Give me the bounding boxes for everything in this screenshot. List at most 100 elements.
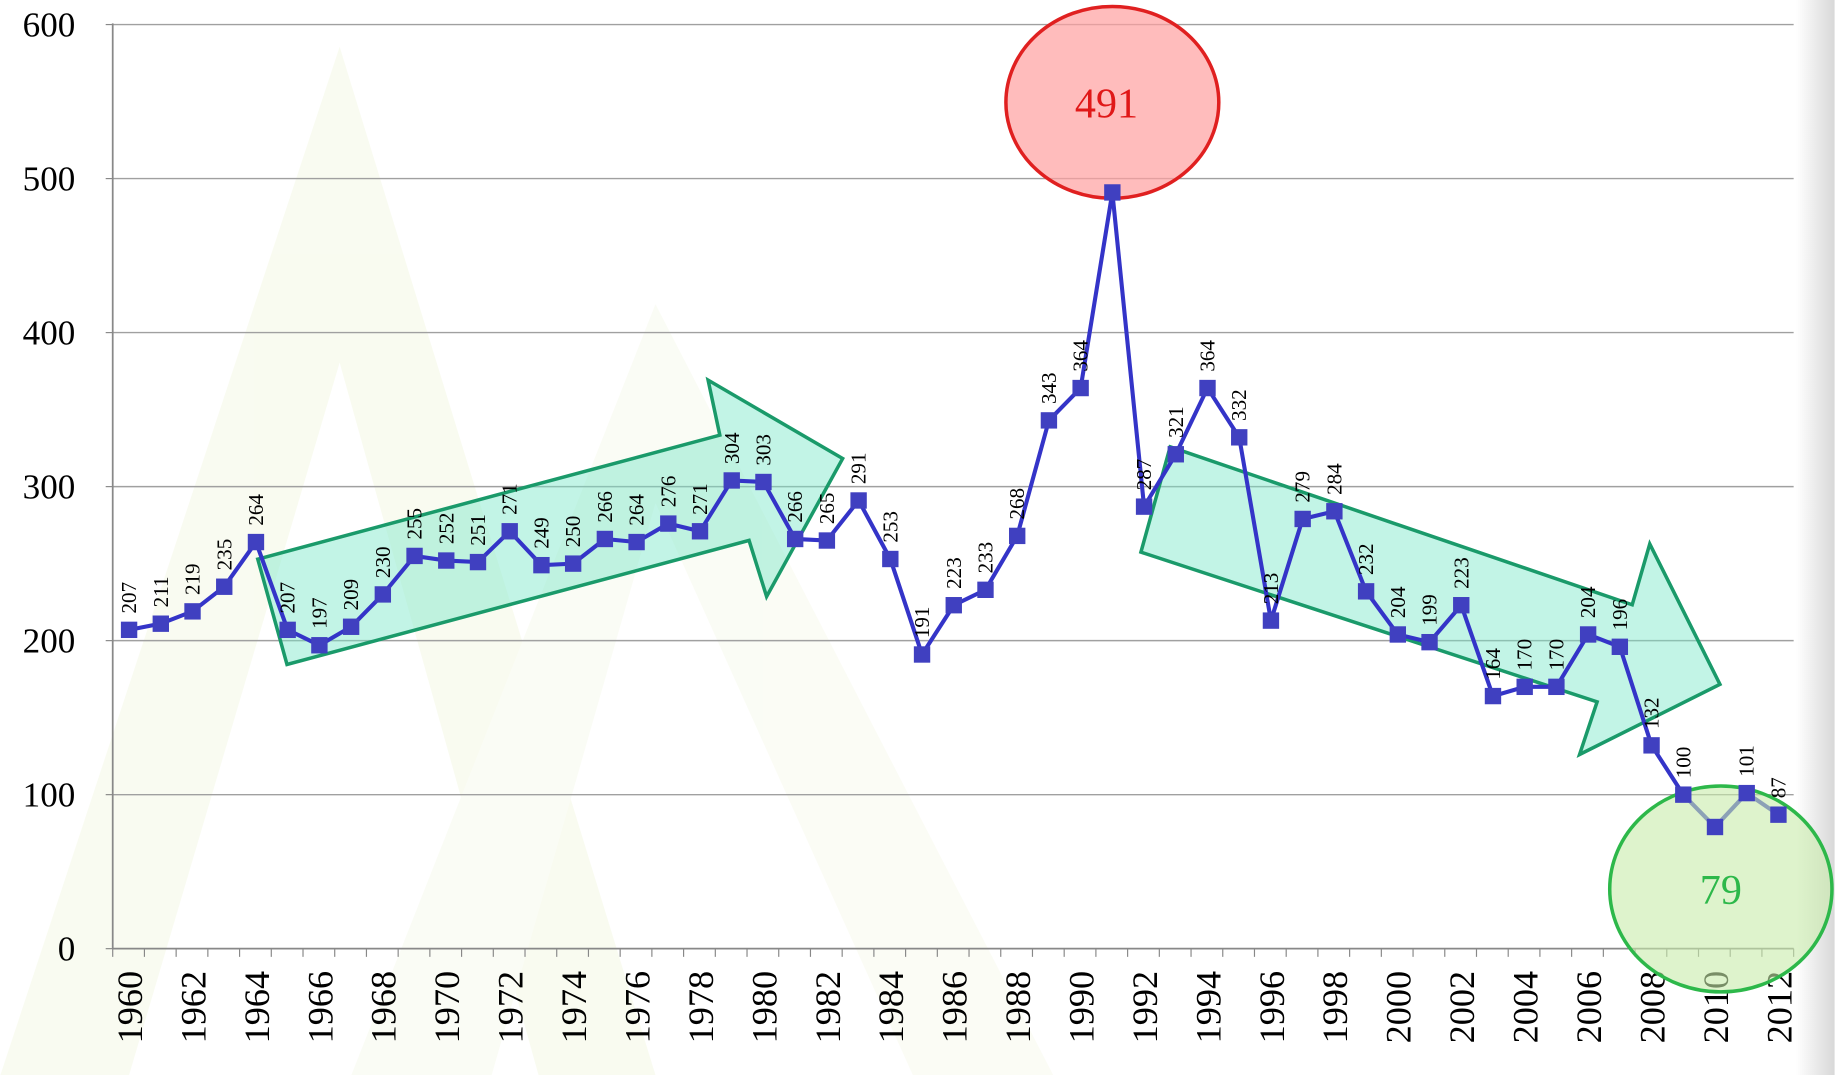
x-tick-label: 1960: [110, 971, 150, 1043]
marker: [660, 515, 677, 532]
y-tick-label: 200: [23, 621, 76, 660]
data-label: 100: [1671, 747, 1695, 779]
marker: [1199, 379, 1216, 397]
marker: [564, 555, 582, 572]
data-label: 321: [1164, 406, 1188, 438]
marker: [1294, 510, 1311, 528]
y-tick-label: 300: [23, 467, 76, 506]
x-tick-label: 2008: [1632, 971, 1672, 1044]
marker: [1072, 379, 1089, 397]
data-label: 265: [815, 493, 839, 525]
data-label: 249: [529, 517, 553, 549]
data-label: 364: [1196, 340, 1220, 372]
data-label: 223: [942, 557, 966, 589]
marker: [1675, 786, 1692, 803]
x-tick-label: 1974: [554, 971, 594, 1043]
marker: [438, 552, 455, 569]
trend-arrow-down: [1138, 444, 1723, 758]
marker: [1579, 626, 1597, 643]
marker: [628, 533, 645, 551]
trend-arrow-up: [255, 376, 845, 667]
x-tick-label: 1976: [617, 971, 657, 1044]
data-label: 164: [1481, 648, 1505, 680]
marker: [1040, 412, 1058, 429]
data-label: 266: [593, 491, 617, 523]
watermark: [0, 46, 1054, 1075]
marker: [374, 586, 392, 603]
x-tick-label: 1966: [300, 971, 340, 1043]
x-tick-label: 1986: [935, 971, 975, 1043]
marker: [882, 550, 899, 568]
marker: [406, 547, 423, 565]
marker: [1516, 678, 1533, 696]
data-label: 271: [498, 483, 522, 515]
data-label: 233: [973, 542, 997, 574]
data-label: 211: [149, 577, 173, 608]
y-tick-label: 400: [23, 313, 76, 352]
data-label: 232: [1354, 543, 1378, 575]
data-label: 250: [561, 516, 585, 548]
marker: [1770, 806, 1787, 823]
marker: [342, 618, 360, 635]
data-label: 284: [1322, 463, 1346, 495]
data-label: 199: [1418, 594, 1442, 626]
data-label: 213: [1259, 573, 1283, 605]
data-label: 197: [307, 597, 331, 629]
data-label: 196: [1608, 599, 1632, 631]
data-label: 276: [656, 476, 680, 508]
marker: [1389, 626, 1407, 643]
y-tick-label: 600: [23, 5, 76, 44]
marker: [247, 533, 265, 551]
marker: [1357, 583, 1375, 600]
marker: [1326, 503, 1343, 520]
x-tick-label: 1996: [1252, 971, 1292, 1044]
marker: [723, 472, 740, 489]
data-label: 191: [910, 607, 934, 639]
x-tick-label: 1990: [1062, 971, 1102, 1044]
marker: [1484, 687, 1502, 705]
data-label: 279: [1291, 471, 1315, 503]
marker: [1643, 737, 1660, 754]
marker: [850, 492, 867, 509]
data-label: 264: [244, 494, 268, 526]
data-label: 204: [1576, 586, 1600, 618]
data-label: 170: [1544, 639, 1568, 671]
marker: [1706, 818, 1724, 836]
marker: [786, 530, 804, 548]
marker: [691, 523, 709, 540]
y-tick-label: 0: [58, 929, 76, 968]
y-tick-label: 100: [23, 775, 76, 814]
marker: [945, 597, 962, 614]
data-label: 264: [625, 494, 649, 526]
marker: [152, 615, 169, 632]
min-label: 79: [1700, 867, 1742, 914]
data-label: 303: [751, 434, 775, 466]
data-label: 170: [1513, 639, 1537, 671]
data-label: 204: [1386, 586, 1410, 618]
marker: [1009, 527, 1026, 545]
marker: [1453, 597, 1470, 614]
marker: [1548, 678, 1565, 696]
marker: [1421, 633, 1438, 651]
data-label: 251: [466, 514, 490, 546]
x-tick-label: 1970: [427, 971, 467, 1043]
marker: [1104, 184, 1121, 201]
x-tick-label: 1984: [871, 971, 911, 1043]
data-label: 230: [371, 546, 395, 578]
marker: [1167, 446, 1184, 463]
data-label: 209: [339, 579, 363, 611]
x-tick-label: 1992: [1125, 971, 1165, 1043]
data-label: 223: [1449, 557, 1473, 589]
marker: [818, 532, 836, 549]
marker: [216, 578, 233, 595]
data-label: 132: [1640, 697, 1664, 729]
marker: [533, 556, 550, 574]
max-label: 491: [1075, 81, 1138, 128]
data-label: 87: [1766, 777, 1790, 798]
data-label: 207: [276, 582, 300, 614]
x-tick-label: 1982: [808, 971, 848, 1043]
marker: [913, 646, 931, 663]
data-label: 287: [1132, 459, 1156, 491]
data-label: 207: [117, 582, 141, 614]
